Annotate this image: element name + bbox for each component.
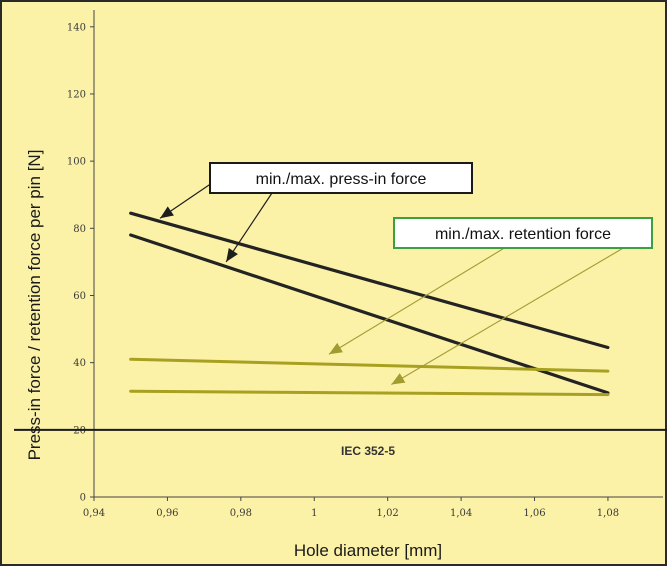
reference-line-label: IEC 352-5: [341, 444, 395, 458]
x-tick-label: 1: [311, 508, 317, 519]
retention-label-box: [393, 217, 653, 249]
retention-force-line: [129, 357, 610, 373]
y-tick-label: 40: [73, 358, 86, 369]
y-axis-title: Press-in force / retention force per pin…: [25, 150, 44, 461]
retention-force-line: [129, 389, 610, 397]
press-in-force-line: [129, 233, 610, 395]
press-in-arrow-head: [226, 248, 238, 262]
y-tick-label: 120: [67, 89, 86, 100]
retention-arrow-head: [391, 373, 406, 385]
y-tick-label: 80: [73, 224, 86, 235]
x-axis-title: Hole diameter [mm]: [294, 541, 442, 560]
y-tick-label: 0: [80, 493, 86, 504]
x-tick-label: 1,08: [597, 508, 619, 519]
x-tick-label: 1,06: [523, 508, 545, 519]
x-tick-label: 0,94: [83, 508, 105, 519]
y-tick-label: 60: [73, 291, 86, 302]
press-in-force-line: [129, 211, 610, 350]
press-in-arrow: [225, 192, 273, 263]
retention-arrow: [328, 246, 507, 355]
x-tick-label: 1,04: [450, 508, 472, 519]
y-tick-label: 140: [67, 22, 86, 33]
retention-label: min./max. retention force: [435, 226, 611, 243]
press-in-label: min./max. press-in force: [256, 171, 427, 188]
retention-arrow: [391, 246, 626, 385]
y-tick-label: 100: [67, 157, 86, 168]
press-in-arrow-head: [160, 206, 174, 219]
press-in-label-box: [209, 162, 473, 194]
x-tick-label: 0,96: [156, 508, 178, 519]
retention-arrow-head: [328, 342, 343, 355]
x-tick-label: 0,98: [230, 508, 252, 519]
x-tick-label: 1,02: [377, 508, 399, 519]
